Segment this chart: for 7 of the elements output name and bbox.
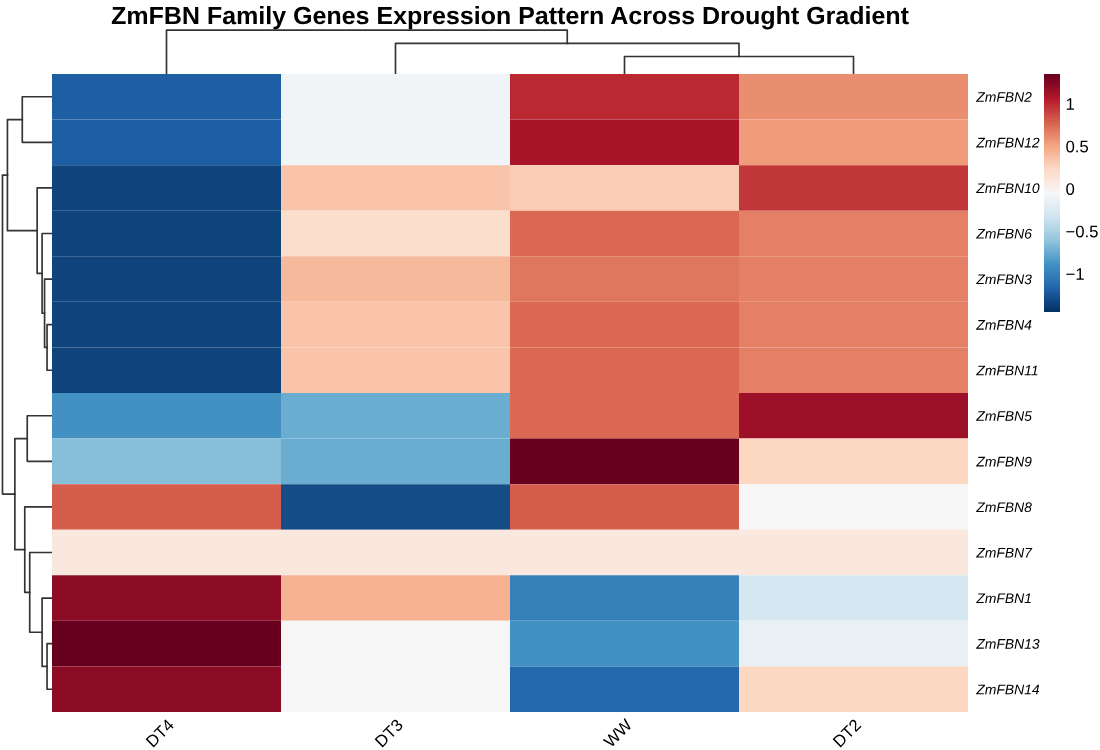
x-tick-label: WW xyxy=(602,718,633,749)
color-bar-label: 1 xyxy=(1066,98,1075,110)
color-bar-label: −1 xyxy=(1066,268,1084,280)
color-bar-label: 0.5 xyxy=(1066,140,1089,153)
chart-title: ZmFBN Family Genes Expression Pattern Across Drought Gradient xyxy=(111,6,909,30)
color-bar-label: −0.5 xyxy=(1066,225,1098,238)
color-bar-label: 0 xyxy=(1066,183,1075,195)
